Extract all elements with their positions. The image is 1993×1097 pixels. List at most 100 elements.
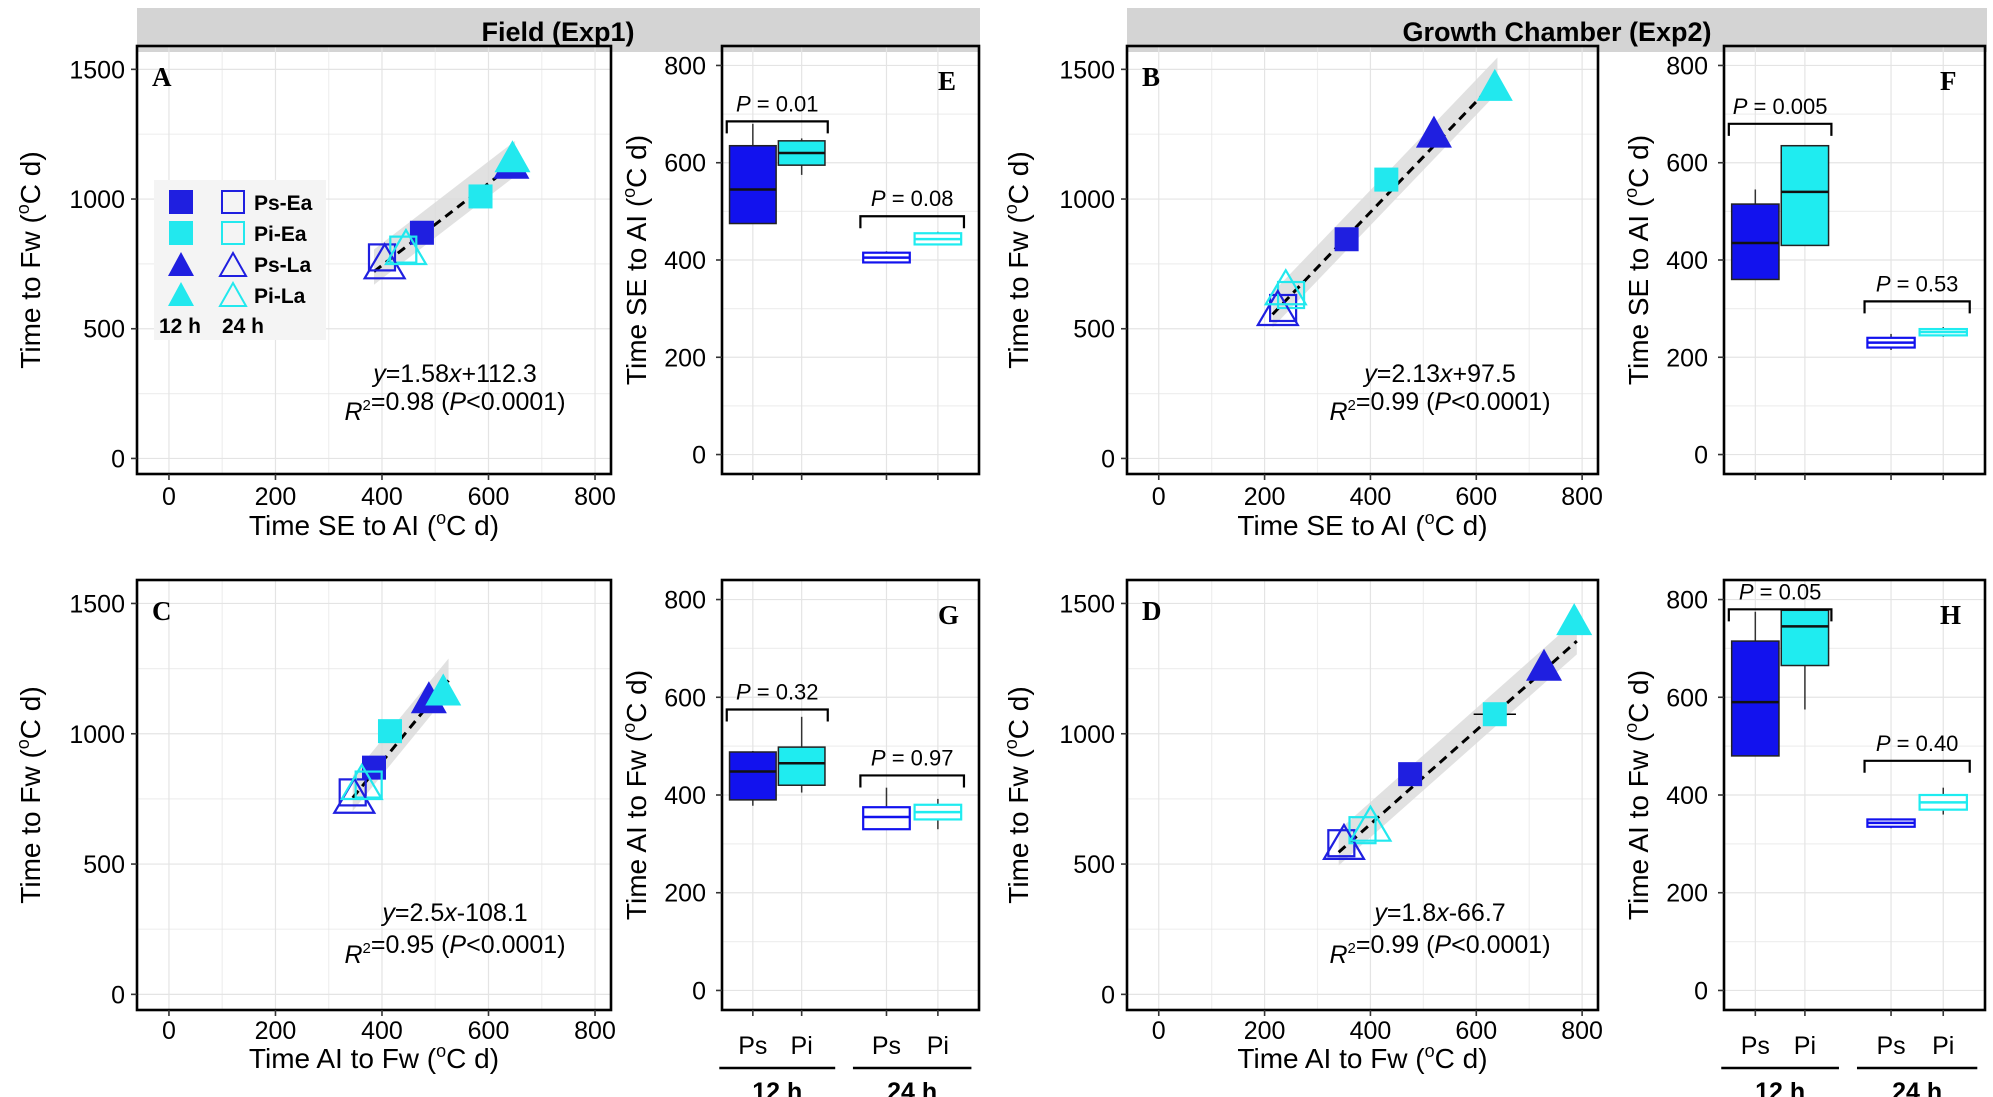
x-tick-label: Ps xyxy=(872,1032,901,1060)
y-tick-label: 0 xyxy=(1694,977,1708,1005)
panel-e: P = 0.01 P = 0.08 0 200 400 600 800 Time SE to … xyxy=(619,44,981,480)
point-pi-ea-12h xyxy=(377,719,402,744)
legend-pi-ea-24h-swatch xyxy=(221,221,245,245)
y-tick-label: 600 xyxy=(664,684,706,712)
significance-bracket xyxy=(859,215,966,229)
panel-h: P = 0.05 P = 0.40 0 200 400 600 800 Ps Pi Ps Pi 12 … xyxy=(1621,578,1987,1097)
p-value-label: P = 0.40 xyxy=(1876,731,1959,756)
strip-field: Field (Exp1) xyxy=(137,8,980,52)
y-tick-label: 1000 xyxy=(1059,186,1115,214)
p-value-label: P = 0.05 xyxy=(1739,579,1822,604)
box-ps-12h-iqr xyxy=(728,144,777,225)
y-tick-label: 1500 xyxy=(69,590,125,618)
point-ps-ea-12h xyxy=(1334,227,1359,252)
fit-confidence-band xyxy=(1338,619,1577,866)
fit-line xyxy=(1271,78,1499,316)
fit-r-squared: R2=0.95 (P<0.0001) xyxy=(344,931,565,969)
legend-ps-ea-12h-swatch xyxy=(169,190,193,214)
x-tick-label: 0 xyxy=(162,1017,176,1045)
p-value-label: P = 0.53 xyxy=(1876,271,1959,296)
y-tick-label: 0 xyxy=(111,981,125,1009)
point-pi-ea-12h xyxy=(1482,702,1507,727)
significance-bracket xyxy=(725,120,829,134)
panel-label: B xyxy=(1142,62,1160,92)
point-ps-la-12h xyxy=(1526,648,1563,681)
y-tick-label: 600 xyxy=(664,150,706,178)
point-pi-la-24h xyxy=(1348,804,1393,842)
y-tick-label: 1000 xyxy=(1059,721,1115,749)
panel-label: F xyxy=(1940,66,1957,96)
box-ps-12h xyxy=(728,751,777,806)
y-tick-label: 0 xyxy=(111,445,125,473)
point-pi-la-24h xyxy=(1263,268,1308,306)
y-tick-label: 500 xyxy=(1073,851,1115,879)
y-tick-label: 200 xyxy=(664,880,706,908)
box-ps-24h xyxy=(1866,818,1916,829)
fit-line xyxy=(1337,640,1578,854)
strip-field-label: Field (Exp1) xyxy=(481,17,634,47)
x-axis-label: Time SE to AI (oC d) xyxy=(1237,508,1487,541)
point-ps-la-24h xyxy=(1255,288,1300,327)
group-label-24h: 24 h xyxy=(887,1078,937,1097)
y-tick-label: 0 xyxy=(692,442,706,470)
legend-pi-ea-12h-swatch xyxy=(169,221,193,245)
x-tick-label: 0 xyxy=(162,483,176,511)
box-pi-12h-iqr xyxy=(1780,609,1830,667)
x-axis-label: Time AI to Fw (oC d) xyxy=(249,1041,499,1074)
x-tick-label: 200 xyxy=(1244,1017,1286,1045)
p-value-label: P = 0.08 xyxy=(871,186,954,211)
legend-ps-ea-24h-swatch xyxy=(221,190,245,214)
x-tick-label: Ps xyxy=(1876,1032,1905,1060)
y-tick-label: 0 xyxy=(692,977,706,1005)
p-value-label: P = 0.01 xyxy=(736,91,819,116)
point-ps-la-24h xyxy=(1322,822,1366,861)
x-tick-label: 200 xyxy=(1244,483,1286,511)
y-tick-label: 400 xyxy=(664,247,706,275)
y-tick-label: 200 xyxy=(664,344,706,372)
panel-a: 0 200 400 600 800 0 500 1000 1500 Time SE to AI (… xyxy=(13,44,616,541)
y-tick-label: 1000 xyxy=(69,721,125,749)
point-pi-ea-24h xyxy=(354,770,383,799)
y-tick-label: 500 xyxy=(1073,316,1115,344)
box-ps-24h xyxy=(862,787,911,831)
x-tick-label: 600 xyxy=(468,1017,510,1045)
x-tick-label: 800 xyxy=(574,1017,616,1045)
grid-lines xyxy=(1127,580,1598,1010)
legend-pi-la-24h-swatch xyxy=(218,280,248,307)
fit-equation: y=1.58x+112.3 xyxy=(371,360,537,388)
y-tick-label: 400 xyxy=(1666,247,1708,275)
point-ps-ea-12h xyxy=(1398,762,1423,787)
box-pi-12h-iqr xyxy=(777,746,826,786)
y-axis-label: Time SE to AI (oC d) xyxy=(619,135,652,385)
legend-item-ps-ea: Ps-Ea xyxy=(254,192,313,215)
y-axis-label: Time SE to AI (oC d) xyxy=(1621,135,1654,385)
x-tick-label: 800 xyxy=(1561,1017,1603,1045)
point-ps-ea-12h xyxy=(409,220,434,245)
point-ps-ea-24h xyxy=(367,243,397,272)
x-tick-label: 400 xyxy=(361,483,403,511)
y-tick-label: 0 xyxy=(1101,445,1115,473)
x-tick-label: 800 xyxy=(574,483,616,511)
point-pi-la-12h xyxy=(1556,603,1593,636)
panel-label: D xyxy=(1142,596,1162,626)
strip-growth-chamber: Growth Chamber (Exp2) xyxy=(1127,8,1987,52)
point-pi-ea-12h xyxy=(468,184,493,209)
point-ps-la-24h xyxy=(362,242,407,280)
significance-bracket xyxy=(725,708,829,722)
y-tick-label: 500 xyxy=(83,316,125,344)
box-pi-12h xyxy=(1780,144,1830,247)
box-pi-12h xyxy=(777,716,826,793)
y-axis-label: Time AI to Fw (oC d) xyxy=(1621,670,1654,920)
y-tick-label: 400 xyxy=(664,782,706,810)
box-pi-12h xyxy=(1780,609,1830,710)
legend-col-header-12h: 12 h xyxy=(159,315,201,338)
box-pi-24h xyxy=(913,231,963,246)
legend-ps-la-12h-swatch xyxy=(168,252,194,276)
legend: Ps-Ea Pi-Ea Ps-La Pi-La 12 h 24 h xyxy=(154,180,326,340)
y-tick-label: 1500 xyxy=(1059,590,1115,618)
grid-lines xyxy=(1127,46,1598,474)
x-axis-label: Time AI to Fw (oC d) xyxy=(1237,1041,1487,1074)
y-tick-label: 800 xyxy=(664,587,706,615)
y-tick-label: 1000 xyxy=(69,186,125,214)
